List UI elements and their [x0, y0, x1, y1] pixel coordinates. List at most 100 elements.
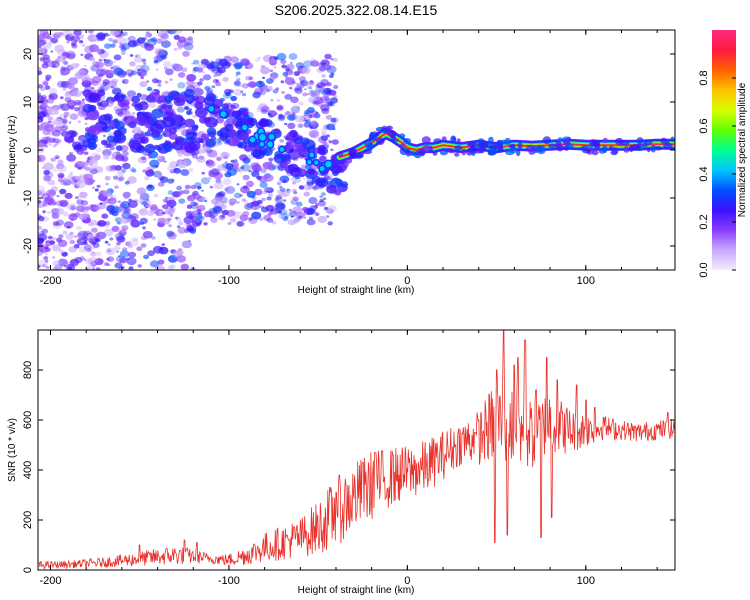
spectral-peak [323, 159, 334, 169]
spectral-blob [66, 154, 77, 162]
spectral-blob [112, 87, 120, 94]
spectral-blob [62, 125, 65, 128]
spectral-blob [230, 104, 237, 110]
spectral-blob [144, 144, 156, 154]
spectral-blob [47, 120, 52, 124]
spectral-blob [196, 215, 204, 222]
spectral-blob [78, 191, 88, 199]
spectral-blob [325, 114, 333, 120]
spectral-blob [173, 167, 178, 171]
snr-marks [38, 330, 675, 570]
spectral-blob [113, 61, 116, 64]
spectral-blob [267, 212, 273, 216]
spectral-blob [127, 200, 138, 209]
spectral-blob [193, 88, 204, 96]
spectral-blob [38, 264, 41, 269]
spectral-blob [186, 194, 196, 202]
spectral-blob [57, 178, 64, 183]
spectral-blob [96, 184, 101, 188]
spectral-blob [90, 251, 97, 257]
spectral-blob [64, 96, 72, 103]
spectral-blob [156, 155, 162, 160]
spectral-blob [177, 36, 187, 43]
spectral-blob [563, 139, 571, 146]
spectral-blob [137, 68, 141, 71]
spectral-blob [56, 139, 62, 144]
spectral-blob [188, 240, 191, 242]
spectral-blob [86, 137, 92, 143]
spectral-blob [89, 56, 95, 62]
spectral-blob [173, 63, 182, 70]
spectral-blob [110, 43, 116, 48]
spectral-blob [105, 182, 109, 186]
spectral-blob [41, 264, 46, 268]
spectral-blob [180, 169, 190, 177]
spectral-blob [238, 84, 243, 87]
spectral-blob [353, 153, 364, 159]
spectral-blob [49, 87, 58, 95]
spectral-blob [233, 88, 243, 96]
spectral-blob [67, 174, 74, 179]
spectral-blob [213, 74, 217, 78]
spectral-blob [38, 259, 49, 267]
spectral-blob [269, 58, 276, 63]
spectral-blob [284, 164, 296, 174]
spectral-blob [202, 71, 206, 74]
spectral-blob [59, 199, 69, 207]
spectral-blob [66, 134, 71, 138]
spectral-blob [454, 145, 463, 151]
spectral-blob [38, 111, 47, 118]
spectral-peak [240, 123, 249, 132]
spectral-blob [45, 77, 50, 82]
spectral-blob [69, 239, 76, 245]
spectral-blob [38, 185, 45, 193]
spectral-blob [104, 262, 109, 266]
spectral-blob [89, 168, 98, 175]
spectral-blob [161, 243, 165, 246]
spectral-blob [67, 77, 78, 86]
spectral-blob [175, 216, 182, 222]
spectral-blob [73, 235, 77, 238]
spectral-blob [508, 144, 515, 149]
spectral-blob [185, 210, 191, 215]
spectral-blob [83, 74, 90, 80]
spectral-blob [345, 157, 353, 164]
spectral-blob [58, 234, 64, 239]
spectral-blob [198, 138, 204, 143]
spectral-blob [217, 66, 227, 74]
spectral-blob [72, 35, 81, 42]
spectral-blob [214, 181, 224, 190]
spectral-blob [155, 208, 165, 217]
spectral-blob [129, 54, 134, 57]
spectral-blob [205, 139, 216, 148]
spectral-blob [110, 164, 117, 170]
y-tick-label: -10 [22, 190, 34, 206]
spectral-blob [47, 179, 56, 186]
spectral-blob [233, 159, 238, 163]
spectral-blob [143, 62, 147, 65]
spectral-blob [191, 210, 200, 217]
spectral-blob [45, 265, 50, 269]
spectral-blob [266, 187, 272, 192]
spectral-blob [80, 53, 84, 56]
spectral-blob [161, 132, 167, 137]
spectral-blob [362, 149, 372, 155]
spectral-blob [127, 251, 137, 258]
spectral-blob [310, 121, 315, 125]
spectral-blob [128, 238, 139, 247]
spectral-blob [113, 54, 122, 61]
spectral-blob [314, 212, 320, 216]
spectral-blob [147, 168, 154, 174]
spectral-blob [88, 166, 99, 174]
spectral-blob [304, 88, 307, 91]
spectral-blob [172, 63, 183, 72]
spectral-blob [215, 117, 224, 124]
spectral-blob [326, 215, 330, 218]
spectral-blob [306, 92, 310, 96]
spectral-blob [94, 188, 99, 192]
spectral-blob [41, 228, 48, 234]
spectral-blob [44, 124, 55, 132]
spectral-blob [192, 59, 200, 65]
spectral-blob [248, 217, 253, 221]
spectral-blob [222, 77, 229, 82]
